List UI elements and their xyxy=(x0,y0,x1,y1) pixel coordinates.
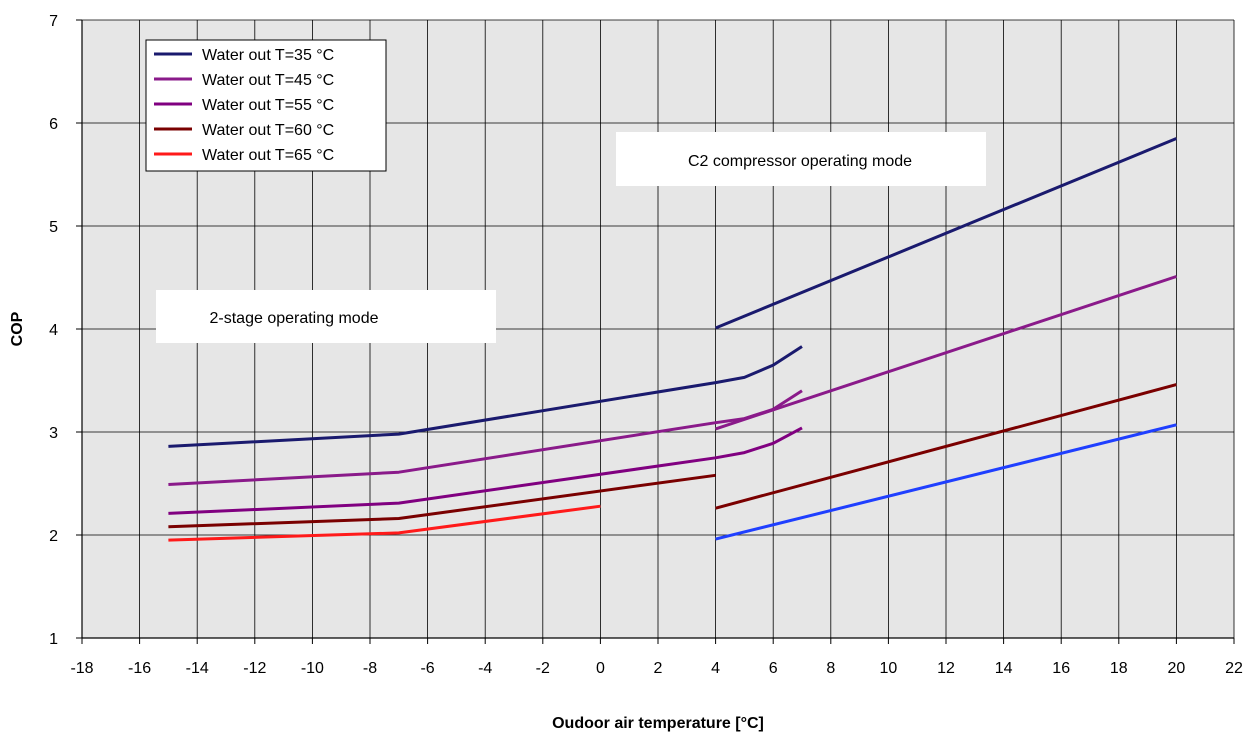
tick-labels: -18 -16 -14 -12 -10 -8 -6 -4 -2 0 2 4 6 8 10 12 14 16 18 20… xyxy=(49,13,1243,677)
x-tick-label: -2 xyxy=(536,660,550,677)
legend-entry: Water out T=60 °C xyxy=(202,122,334,139)
x-tick-label: 14 xyxy=(995,660,1013,677)
y-tick-label: 4 xyxy=(49,322,58,339)
y-tick-label: 1 xyxy=(49,631,58,648)
series-lines xyxy=(168,137,1177,542)
legend: Water out T=35 °C Water out T=45 °C Water … xyxy=(145,39,387,172)
series-line xyxy=(715,137,1177,330)
series-line xyxy=(168,426,803,515)
x-tick-label: -12 xyxy=(243,660,266,677)
legend-entry: Water out T=45 °C xyxy=(202,72,334,89)
x-tick-label: 16 xyxy=(1052,660,1070,677)
series-line xyxy=(715,275,1177,431)
x-tick-label: -16 xyxy=(128,660,151,677)
x-tick-label: 10 xyxy=(880,660,898,677)
x-tick-label: -18 xyxy=(70,660,93,677)
x-tick-label: -14 xyxy=(186,660,209,677)
legend-entry: Water out T=55 °C xyxy=(202,97,334,114)
x-tick-label: 0 xyxy=(596,660,605,677)
x-tick-label: -4 xyxy=(478,660,492,677)
x-tick-label: 22 xyxy=(1225,660,1243,677)
annotation-text: 2-stage operating mode xyxy=(210,310,379,327)
axes xyxy=(76,19,1235,644)
series-line xyxy=(168,473,716,529)
y-tick-label: 3 xyxy=(49,425,58,442)
series-line xyxy=(168,389,803,486)
series-line xyxy=(715,423,1177,541)
annotation-text: C2 compressor operating mode xyxy=(688,153,912,170)
x-tick-label: 18 xyxy=(1110,660,1128,677)
series-line xyxy=(715,383,1177,510)
series-line xyxy=(168,345,803,448)
y-tick-label: 6 xyxy=(49,116,58,133)
y-tick-label: 7 xyxy=(49,13,58,30)
x-tick-label: -6 xyxy=(420,660,434,677)
legend-entry: Water out T=35 °C xyxy=(202,47,334,64)
x-tick-label: 12 xyxy=(937,660,955,677)
x-tick-label: -10 xyxy=(301,660,324,677)
x-tick-label: 8 xyxy=(826,660,835,677)
y-tick-label: 2 xyxy=(49,528,58,545)
y-axis-title: COP xyxy=(9,311,26,346)
x-tick-label: 6 xyxy=(769,660,778,677)
x-tick-label: -8 xyxy=(363,660,377,677)
annotation-box xyxy=(156,290,496,343)
x-tick-label: 20 xyxy=(1168,660,1186,677)
y-tick-label: 5 xyxy=(49,219,58,236)
annotations: C2 compressor operating mode 2-stage oper… xyxy=(156,132,986,343)
x-axis-title: Oudoor air temperature [°C] xyxy=(552,715,764,732)
annotation-box xyxy=(616,132,986,186)
series-line xyxy=(168,504,601,542)
legend-entry: Water out T=65 °C xyxy=(202,147,334,164)
x-tick-label: 4 xyxy=(711,660,720,677)
x-tick-label: 2 xyxy=(654,660,663,677)
